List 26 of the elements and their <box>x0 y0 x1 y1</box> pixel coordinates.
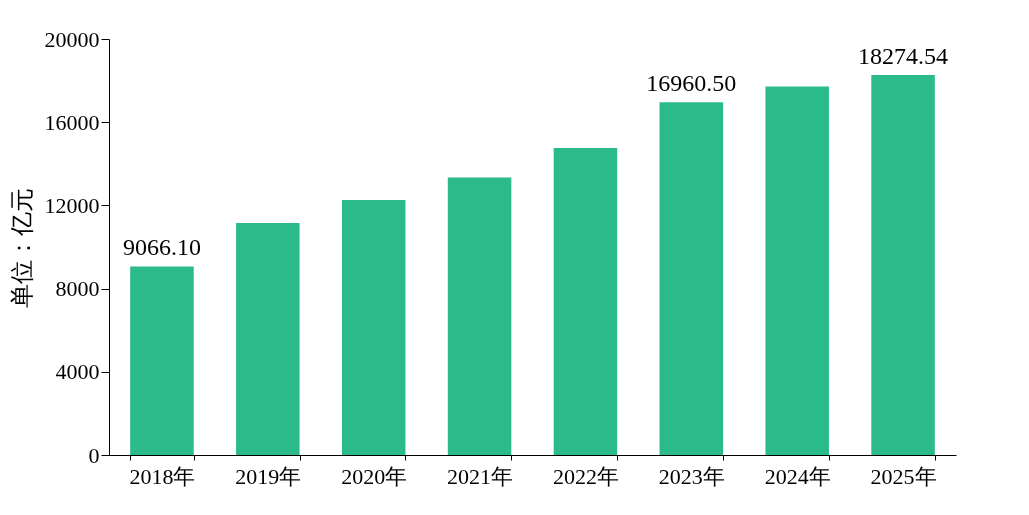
y-axis-title: 单位：亿元 <box>8 187 35 308</box>
x-tick-label: 2025年 <box>870 463 937 489</box>
x-tick-label: 2020年 <box>341 463 408 489</box>
y-tick-label: 4000 <box>55 359 100 385</box>
bar <box>659 102 724 455</box>
data-label: 18274.54 <box>858 42 949 69</box>
bar <box>553 147 618 455</box>
data-label: 9066.10 <box>122 234 201 261</box>
x-tick-label: 2023年 <box>658 463 725 489</box>
y-tick-label: 20000 <box>44 26 100 52</box>
bar <box>130 266 194 455</box>
bar <box>871 74 935 455</box>
x-tick-label: 2024年 <box>764 463 831 489</box>
y-tick-label: 16000 <box>44 109 100 135</box>
y-tick-label: 8000 <box>55 276 100 302</box>
x-tick-label: 2021年 <box>447 463 514 489</box>
y-tick-label: 0 <box>88 442 100 468</box>
data-label: 16960.50 <box>646 70 737 97</box>
bar <box>341 199 406 455</box>
bar <box>236 223 300 455</box>
x-tick-label: 2022年 <box>552 463 619 489</box>
bar <box>765 86 829 455</box>
bar <box>447 177 512 455</box>
x-tick-label: 2019年 <box>235 463 302 489</box>
y-tick-label: 12000 <box>44 192 100 218</box>
x-tick-label: 2018年 <box>129 463 196 489</box>
